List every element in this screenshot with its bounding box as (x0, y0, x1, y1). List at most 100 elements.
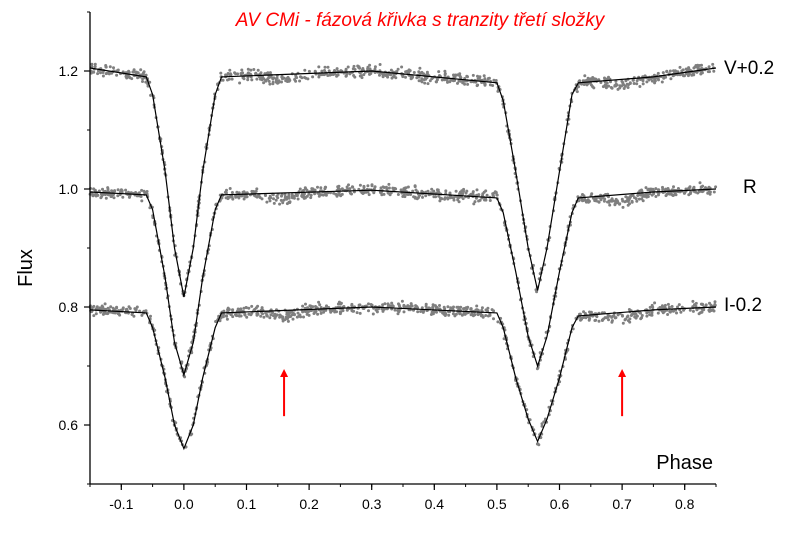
data-point (477, 199, 481, 203)
y-axis-label: Flux (15, 249, 37, 287)
data-point (605, 81, 609, 85)
data-point (666, 302, 670, 306)
data-point (241, 190, 245, 194)
data-point (691, 309, 695, 313)
data-point (697, 312, 701, 316)
data-point (391, 187, 395, 191)
data-point (397, 310, 401, 314)
data-point (319, 309, 323, 312)
data-point (329, 309, 333, 313)
data-point (393, 308, 397, 312)
data-point (291, 196, 294, 200)
data-point (325, 304, 328, 308)
data-point (113, 189, 117, 193)
data-point (271, 193, 275, 197)
data-point (91, 194, 95, 198)
model-curve-0 (89, 67, 717, 298)
data-point (230, 77, 234, 81)
data-point (657, 193, 660, 197)
data-point (124, 75, 128, 78)
data-point (338, 310, 342, 314)
data-point (282, 198, 286, 202)
data-point (584, 199, 588, 203)
data-point (317, 65, 321, 69)
data-point (90, 65, 94, 69)
data-point (271, 314, 275, 318)
data-point (433, 310, 437, 314)
data-point (666, 313, 670, 316)
data-point (291, 317, 295, 321)
data-point (623, 84, 627, 88)
x-tick-label: 0.3 (362, 496, 382, 512)
data-point (438, 199, 442, 203)
x-ticks: -0.1 0.0 0.1 0.2 0.3 0.4 0.5 0.6 0.7 0.8 (89, 484, 717, 512)
data-point (294, 79, 298, 83)
data-point (462, 307, 465, 311)
data-point (424, 304, 428, 308)
data-point (386, 75, 390, 79)
data-point (285, 202, 289, 206)
data-point (226, 78, 229, 82)
data-point (140, 188, 144, 192)
data-point (330, 72, 333, 76)
data-point (665, 69, 669, 73)
data-point (456, 81, 459, 85)
data-point (599, 81, 603, 84)
data-point (579, 318, 582, 322)
data-point (580, 82, 584, 86)
data-point (333, 69, 336, 72)
data-point (306, 77, 310, 81)
data-point (605, 77, 609, 81)
data-point (626, 86, 630, 89)
data-point (367, 193, 371, 197)
data-point (269, 196, 273, 200)
data-point (686, 73, 690, 77)
data-point (641, 82, 645, 86)
data-point (437, 191, 441, 195)
data-point (426, 189, 430, 193)
data-point (434, 306, 438, 310)
data-point (698, 64, 702, 67)
data-point (628, 317, 632, 321)
data-point (644, 186, 648, 190)
data-point (296, 311, 300, 315)
data-point (443, 197, 447, 201)
data-point (94, 312, 98, 316)
data-point (124, 188, 128, 192)
data-point (280, 194, 283, 198)
data-point (373, 65, 377, 69)
data-point (491, 84, 495, 87)
model-curves (89, 67, 717, 451)
data-point (581, 199, 585, 202)
data-point (447, 313, 451, 317)
data-point (311, 75, 315, 79)
data-point (461, 197, 465, 201)
data-point (456, 73, 460, 77)
data-point (288, 201, 292, 205)
data-point (653, 81, 657, 85)
data-point (713, 300, 717, 304)
data-point (409, 302, 413, 306)
data-point (679, 310, 683, 314)
model-curve-1 (89, 188, 717, 377)
data-point (397, 303, 401, 307)
data-point (650, 310, 653, 313)
data-point (316, 185, 319, 189)
data-point (445, 78, 449, 82)
data-point (224, 73, 228, 77)
data-point (271, 82, 275, 86)
data-point (264, 194, 267, 197)
data-point (668, 69, 672, 73)
data-point (645, 80, 649, 84)
data-point (477, 312, 481, 316)
data-point (669, 77, 673, 81)
data-point (635, 199, 639, 203)
data-point (465, 307, 469, 311)
data-point (645, 195, 649, 199)
data-point (706, 70, 710, 74)
data-point (323, 187, 327, 191)
data-point (451, 312, 455, 316)
data-point (290, 193, 294, 197)
transit-arrow-0 (280, 368, 289, 417)
data-point (694, 301, 698, 305)
